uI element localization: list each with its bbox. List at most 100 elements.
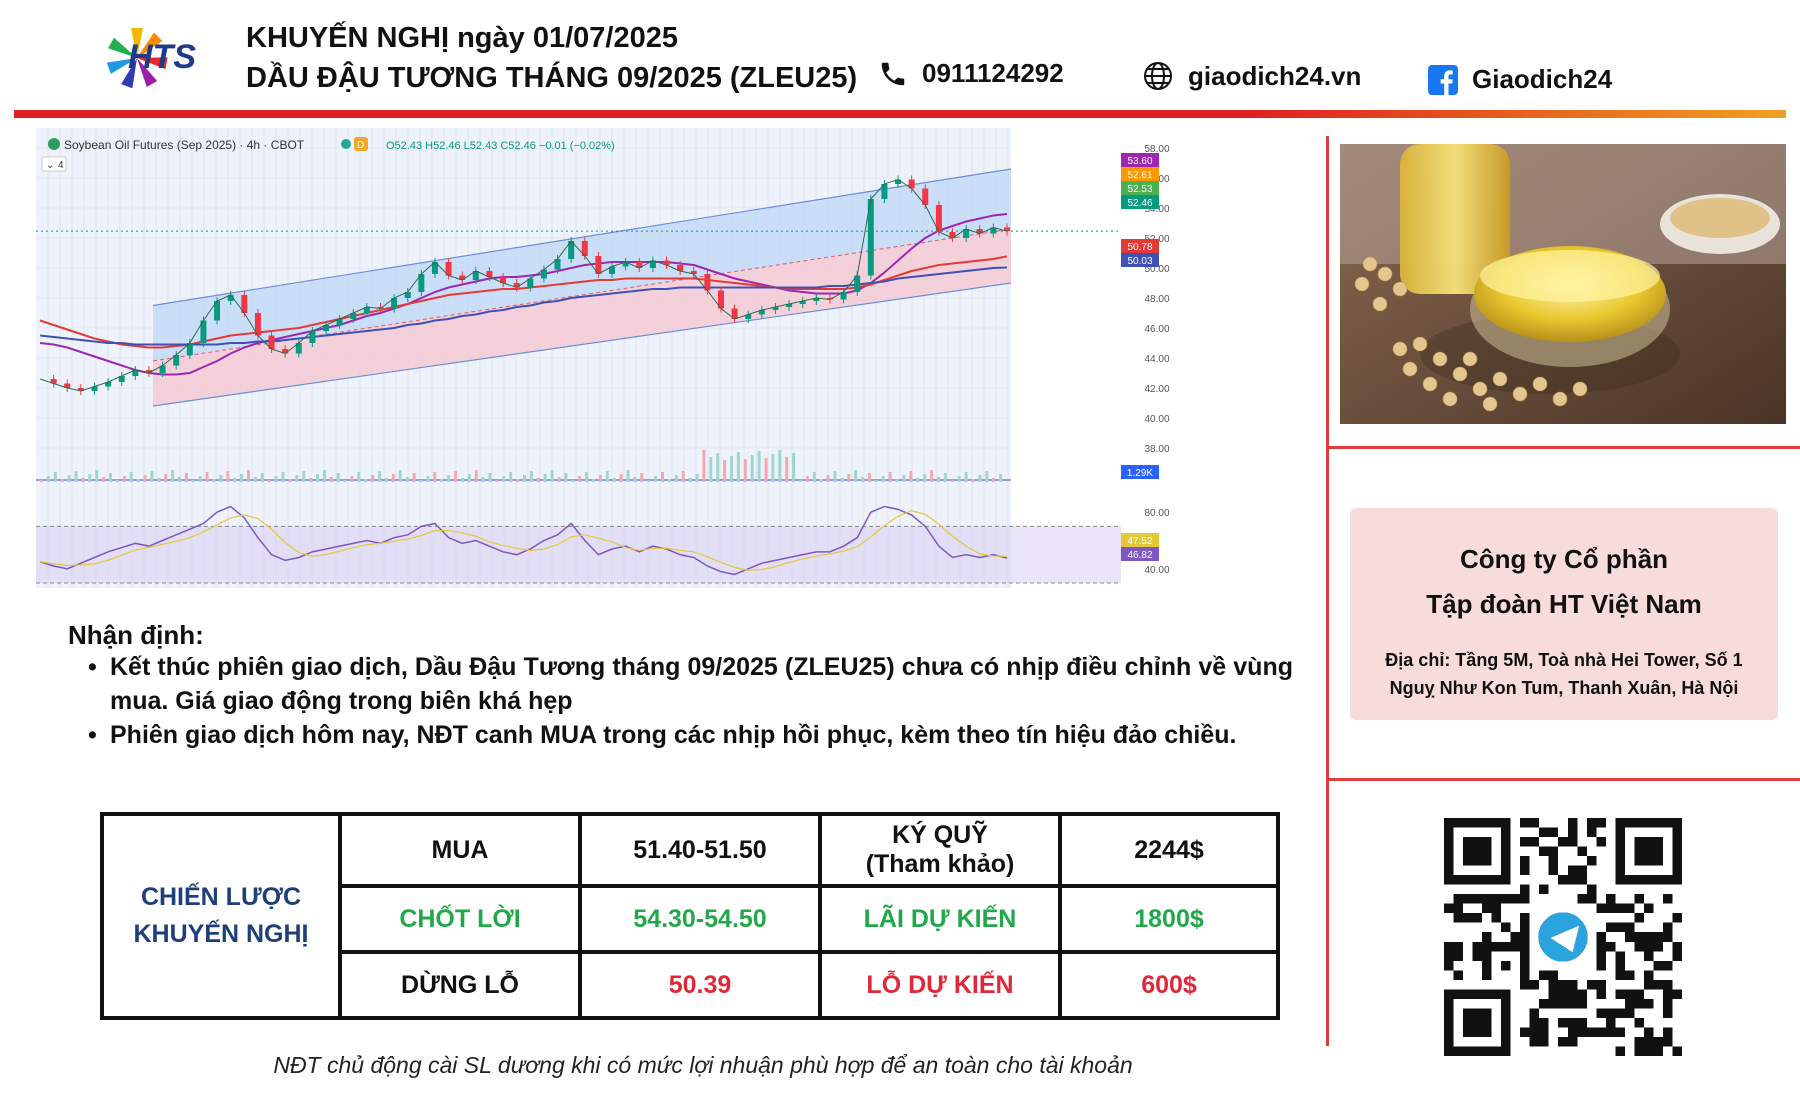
qr-module: [1634, 913, 1644, 923]
candle-body: [363, 307, 370, 313]
channel-lower-line: [152, 282, 1012, 407]
price-line: [39, 178, 1008, 392]
volume-bar: [102, 477, 106, 482]
candle-body: [323, 325, 330, 331]
phone-contact[interactable]: 0911124292: [878, 58, 1064, 89]
qr-module: [1548, 989, 1559, 999]
volume-bar: [902, 475, 906, 482]
globe-icon: [1144, 62, 1172, 90]
volume-bar: [861, 477, 865, 482]
qr-module: [1520, 856, 1530, 866]
candle-body: [227, 295, 234, 301]
volume-bar: [571, 480, 575, 482]
website-link[interactable]: giaodich24.vn: [1142, 60, 1361, 92]
qr-module: [1577, 1027, 1587, 1037]
buy-value: 51.40-51.50: [578, 812, 822, 888]
volume-bar: [488, 473, 492, 482]
qr-module: [1482, 903, 1492, 914]
take-profit-label: CHỐT LỜI: [338, 884, 582, 954]
candle-body: [445, 262, 452, 276]
price-tick-label: 46.00: [1144, 324, 1169, 335]
qr-module: [1643, 970, 1654, 980]
telegram-qr-code[interactable]: [1444, 818, 1682, 1056]
volume-bar: [633, 477, 637, 482]
sidebar-divider: [1326, 136, 1329, 1046]
qr-module: [1491, 903, 1502, 914]
qr-module: [1529, 837, 1540, 847]
volume-bar: [805, 476, 809, 482]
qr-module: [1501, 941, 1511, 952]
qr-module: [1615, 903, 1625, 914]
price-tick-label: 38.00: [1144, 444, 1169, 455]
candle-body: [649, 260, 656, 268]
rsi-tick-label: 80.00: [1144, 508, 1169, 519]
indicator-collapse-button[interactable]: [41, 156, 67, 172]
qr-module: [1653, 941, 1663, 952]
volume-bar: [792, 453, 796, 482]
volume-bar: [40, 480, 43, 482]
candle-body: [976, 229, 983, 234]
channel-upper-line: [152, 168, 1012, 307]
qr-module: [1634, 998, 1644, 1009]
candle-body: [486, 271, 493, 277]
price-badge-bg: [1121, 195, 1159, 209]
volume-bar: [943, 473, 947, 482]
qr-module: [1558, 837, 1568, 847]
qr-module: [1510, 941, 1521, 952]
qr-module: [1520, 1027, 1530, 1037]
qr-module: [1596, 941, 1606, 952]
volume-bar: [371, 475, 375, 482]
candle-body: [622, 262, 629, 267]
candle-body: [908, 179, 915, 189]
qr-module: [1558, 998, 1568, 1009]
volume-bar: [184, 473, 188, 482]
volume-bar: [978, 475, 982, 482]
qr-module: [1586, 979, 1597, 990]
take-profit-value: 54.30-54.50: [578, 884, 822, 954]
price-badge: 52.53: [1127, 184, 1152, 195]
qr-module: [1624, 970, 1635, 980]
price-chart[interactable]: 58.0056.0054.0052.0050.0048.0046.0044.00…: [36, 128, 1326, 588]
qr-module: [1662, 979, 1673, 990]
qr-module: [1643, 1036, 1654, 1047]
volume-bar: [219, 475, 223, 482]
qr-module: [1520, 922, 1530, 933]
facebook-link[interactable]: Giaodich24: [1428, 64, 1612, 95]
qr-module: [1605, 1017, 1616, 1028]
qr-module: [1643, 979, 1654, 990]
candle-body: [268, 335, 275, 349]
volume-bar: [930, 470, 934, 482]
qr-module: [1539, 1027, 1549, 1037]
volume-bar: [536, 478, 540, 482]
volume-badge: 1.29K: [1127, 468, 1153, 479]
volume-bar: [115, 480, 119, 482]
candle-body: [745, 314, 752, 319]
qr-finder-center: [1634, 837, 1663, 866]
website-url: giaodich24.vn: [1188, 60, 1362, 91]
volume-bar: [433, 472, 437, 482]
candle-body: [813, 298, 820, 301]
moving-average-line: [39, 266, 1008, 346]
expected-profit-value: 1800$: [1058, 884, 1280, 954]
buy-label: MUA: [338, 812, 582, 888]
volume-bar: [440, 479, 444, 482]
qr-module: [1482, 960, 1492, 971]
report-subtitle: DẦU ĐẬU TƯƠNG THÁNG 09/2025 (ZLEU25): [246, 62, 858, 94]
qr-module: [1520, 960, 1530, 971]
sidebar-divider-bottom: [1326, 778, 1800, 781]
price-tick-label: 42.00: [1144, 384, 1169, 395]
qr-module: [1501, 960, 1511, 971]
qr-module: [1643, 903, 1654, 914]
volume-bar: [357, 472, 361, 482]
hts-logo-mark: [106, 28, 168, 89]
volume-bar: [240, 474, 244, 482]
qr-module: [1586, 818, 1597, 828]
volume-bar: [578, 476, 582, 482]
candle-body: [963, 229, 970, 238]
volume-bar: [454, 471, 457, 482]
volume-bar: [771, 454, 775, 482]
header-divider: [14, 110, 1786, 118]
qr-module: [1596, 960, 1606, 971]
qr-module: [1577, 846, 1587, 857]
candle-body: [377, 307, 384, 309]
